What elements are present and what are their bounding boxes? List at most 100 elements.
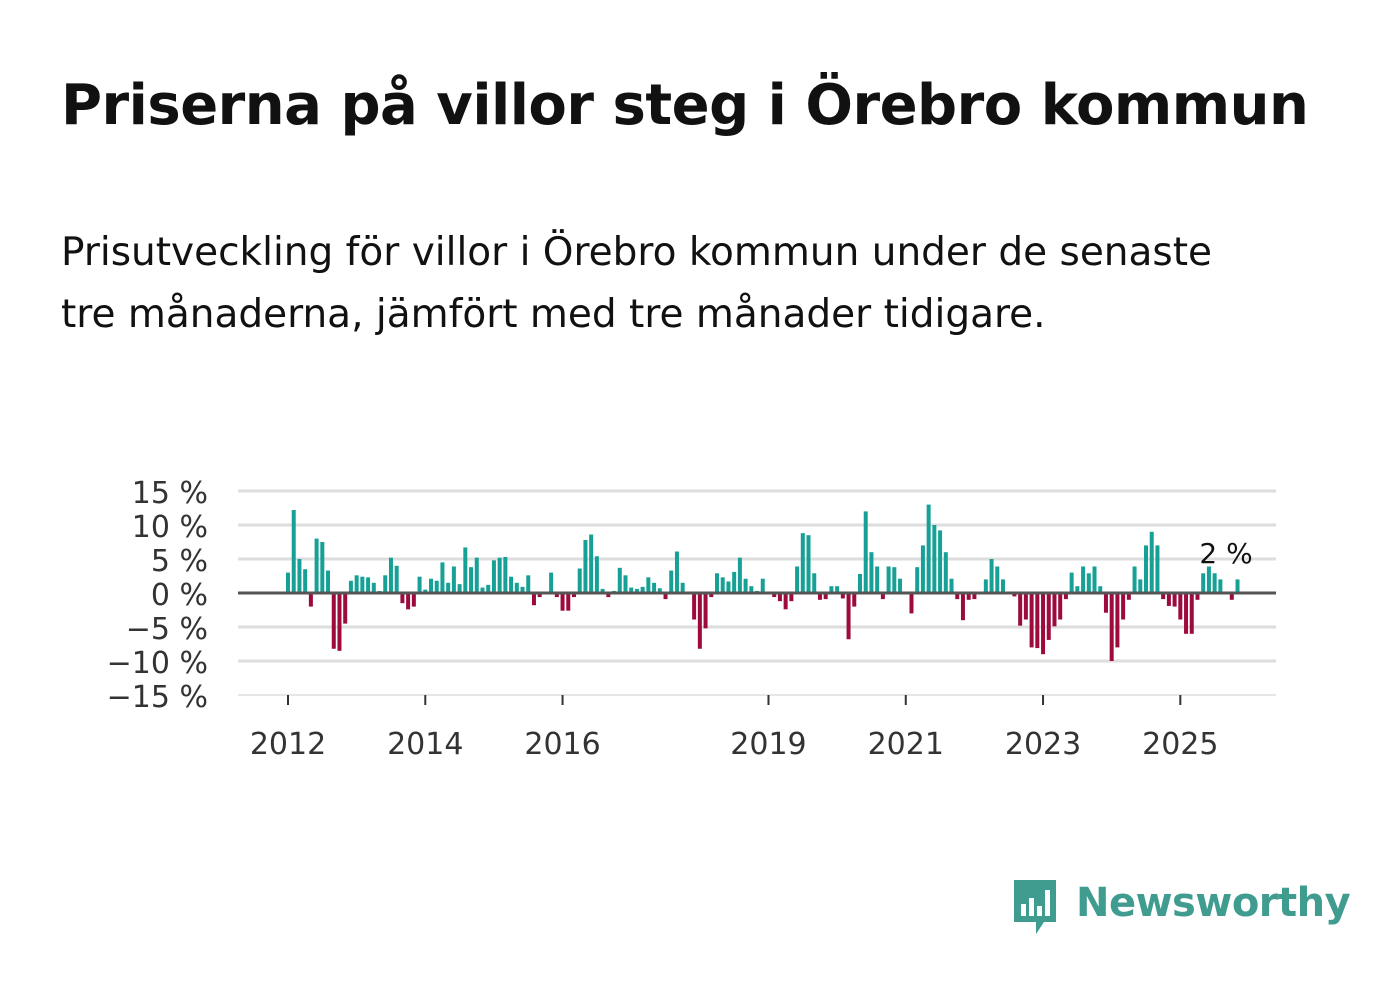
bar <box>417 576 422 593</box>
bar <box>388 557 393 593</box>
bar <box>783 593 788 610</box>
bar <box>1166 593 1171 606</box>
bar <box>749 586 754 593</box>
bar <box>537 593 542 598</box>
y-tick-label: 5 % <box>151 544 208 579</box>
bar <box>457 584 462 593</box>
bar <box>1046 593 1051 640</box>
y-tick-label: −10 % <box>107 646 208 681</box>
bar <box>1012 593 1017 597</box>
bar <box>572 593 576 598</box>
bar <box>411 593 416 607</box>
bar <box>737 557 742 593</box>
latest-value-label: 2 % <box>1199 537 1252 570</box>
bar <box>875 566 880 593</box>
bar <box>1035 593 1040 649</box>
bar <box>789 593 794 602</box>
bar <box>348 580 353 593</box>
bar <box>858 573 862 593</box>
y-tick-label: 10 % <box>132 510 208 545</box>
bar <box>1052 593 1057 627</box>
bar <box>491 560 496 593</box>
bar <box>880 593 885 600</box>
bar <box>709 593 714 598</box>
bar <box>943 552 948 593</box>
bar <box>1086 573 1091 593</box>
x-tick-label: 2014 <box>387 727 463 762</box>
bar <box>526 575 531 593</box>
bar <box>560 593 565 611</box>
bar <box>429 578 433 593</box>
bar <box>634 588 639 593</box>
bar <box>1058 593 1063 620</box>
newsworthy-logo-text: Newsworthy <box>1076 880 1351 926</box>
bar <box>1235 579 1240 593</box>
bar <box>863 511 868 593</box>
bar <box>926 504 931 593</box>
chart-title: Priserna på villor steg i Örebro kommun <box>61 73 1309 138</box>
bar <box>1018 593 1023 626</box>
bar <box>606 593 611 598</box>
bar <box>343 593 348 624</box>
x-tick-label: 2012 <box>250 727 326 762</box>
bar <box>829 586 834 593</box>
bar <box>1178 593 1183 620</box>
bar <box>589 534 594 593</box>
bar <box>406 593 411 610</box>
bar <box>800 533 805 593</box>
bar <box>1201 573 1206 593</box>
bar <box>1001 579 1005 593</box>
bar <box>983 579 988 593</box>
bar <box>938 530 943 593</box>
newsworthy-logo: Newsworthy <box>1010 876 1351 940</box>
bar <box>1092 566 1097 593</box>
bar <box>652 582 657 593</box>
bar <box>1184 593 1189 634</box>
bar <box>503 556 508 593</box>
bar <box>732 571 737 593</box>
bar <box>640 586 645 593</box>
bar <box>646 577 651 593</box>
bar <box>583 539 588 593</box>
bar <box>474 557 479 593</box>
bar <box>1189 593 1194 634</box>
bar <box>1229 593 1234 600</box>
bar <box>331 593 336 649</box>
labels: 15 %10 %5 %0 %−5 %−10 %−15 % 2012 2014 2016… <box>107 476 1253 762</box>
bar <box>463 547 468 593</box>
bar <box>760 578 765 593</box>
bar <box>852 593 857 607</box>
bar <box>972 593 977 600</box>
bar <box>995 566 1000 593</box>
bar <box>600 588 605 593</box>
bar <box>440 562 445 593</box>
bar <box>955 593 960 600</box>
bar <box>966 593 971 600</box>
bar <box>314 538 319 593</box>
bar <box>1069 572 1074 593</box>
bar <box>743 578 748 593</box>
bar <box>451 566 456 593</box>
bar <box>1103 593 1108 613</box>
bar <box>772 593 777 598</box>
bar <box>915 567 920 593</box>
bar <box>354 575 359 593</box>
bar <box>1206 566 1211 593</box>
x-tick-label: 2016 <box>524 727 600 762</box>
y-tick-label: −15 % <box>107 680 208 715</box>
bar <box>326 570 331 593</box>
bar <box>469 567 474 593</box>
bar <box>1121 593 1126 620</box>
bar <box>1138 579 1143 593</box>
gridlines <box>238 489 1276 696</box>
bar <box>286 572 290 593</box>
bar <box>566 593 571 611</box>
bar <box>1109 593 1114 661</box>
bar <box>1041 593 1046 655</box>
bar <box>1195 593 1200 600</box>
bar <box>514 582 519 593</box>
bar <box>989 559 994 593</box>
bar <box>497 557 502 593</box>
bar <box>297 559 302 593</box>
bar <box>1172 593 1177 607</box>
